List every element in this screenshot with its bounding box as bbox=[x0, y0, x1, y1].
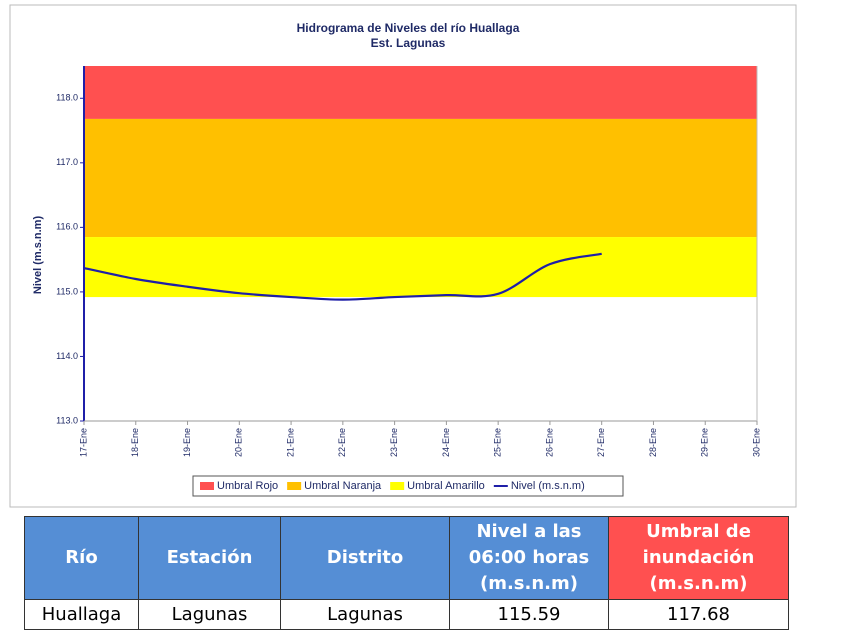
legend-swatch bbox=[390, 482, 405, 490]
cell: Lagunas bbox=[280, 599, 450, 630]
threshold-band bbox=[84, 66, 757, 119]
legend-label: Nivel (m.s.n.m) bbox=[511, 480, 585, 492]
threshold-band bbox=[84, 237, 757, 298]
cell: 115.59 bbox=[449, 599, 609, 630]
cell: Lagunas bbox=[138, 599, 281, 630]
y-tick-label: 117.0 bbox=[56, 157, 78, 167]
x-tick-label: 30-Ene bbox=[751, 428, 761, 457]
x-tick-label: 22-Ene bbox=[337, 428, 347, 457]
header-row: Río Estación Distrito Nivel a las 06:00 … bbox=[24, 516, 789, 600]
x-tick-label: 24-Ene bbox=[441, 428, 451, 457]
x-tick-label: 29-Ene bbox=[700, 428, 710, 457]
level-line bbox=[83, 252, 602, 301]
legend-swatch bbox=[287, 482, 302, 490]
cell: Huallaga bbox=[24, 599, 139, 630]
legend-label: Umbral Rojo bbox=[217, 480, 278, 492]
legend-label: Umbral Amarillo bbox=[407, 480, 485, 492]
legend-label: Umbral Naranja bbox=[304, 480, 382, 492]
y-tick-label: 114.0 bbox=[56, 351, 78, 361]
header-cell: Estación bbox=[138, 516, 281, 600]
y-axis-label: Nivel (m.s.n.m) bbox=[32, 216, 44, 295]
chart-subtitle: Est. Lagunas bbox=[371, 36, 446, 50]
header-cell: Distrito bbox=[280, 516, 450, 600]
legend-swatch bbox=[200, 482, 214, 490]
header-cell: Río bbox=[24, 516, 139, 600]
x-tick-label: 19-Ene bbox=[182, 428, 192, 457]
x-tick-label: 18-Ene bbox=[130, 428, 140, 457]
x-tick-label: 27-Ene bbox=[596, 428, 606, 457]
chart: Hidrograma de Niveles del río Huallaga E… bbox=[9, 4, 797, 508]
x-tick-label: 23-Ene bbox=[389, 428, 399, 457]
x-tick-label: 20-Ene bbox=[234, 428, 244, 457]
x-tick-label: 28-Ene bbox=[648, 428, 658, 457]
y-tick-label: 116.0 bbox=[56, 222, 78, 232]
summary-table: Río Estación Distrito Nivel a las 06:00 … bbox=[24, 516, 789, 630]
legend-box bbox=[192, 475, 624, 497]
chart-title: Hidrograma de Niveles del río Huallaga bbox=[297, 21, 520, 35]
x-tick-label: 21-Ene bbox=[285, 428, 295, 457]
header-cell: Nivel a las 06:00 horas (m.s.n.m) bbox=[449, 516, 609, 600]
y-tick-label: 113.0 bbox=[56, 415, 78, 425]
data-row: Huallaga Lagunas Lagunas 115.59 117.68 bbox=[24, 599, 789, 630]
y-tick-label: 118.0 bbox=[56, 93, 78, 103]
x-tick-label: 25-Ene bbox=[493, 428, 503, 457]
threshold-band bbox=[84, 118, 757, 238]
header-cell: Umbral de inundación (m.s.n.m) bbox=[608, 516, 789, 600]
y-tick-label: 115.0 bbox=[56, 286, 78, 296]
x-tick-label: 17-Ene bbox=[78, 428, 88, 457]
cell: 117.68 bbox=[608, 599, 789, 630]
x-tick-label: 26-Ene bbox=[544, 428, 554, 457]
